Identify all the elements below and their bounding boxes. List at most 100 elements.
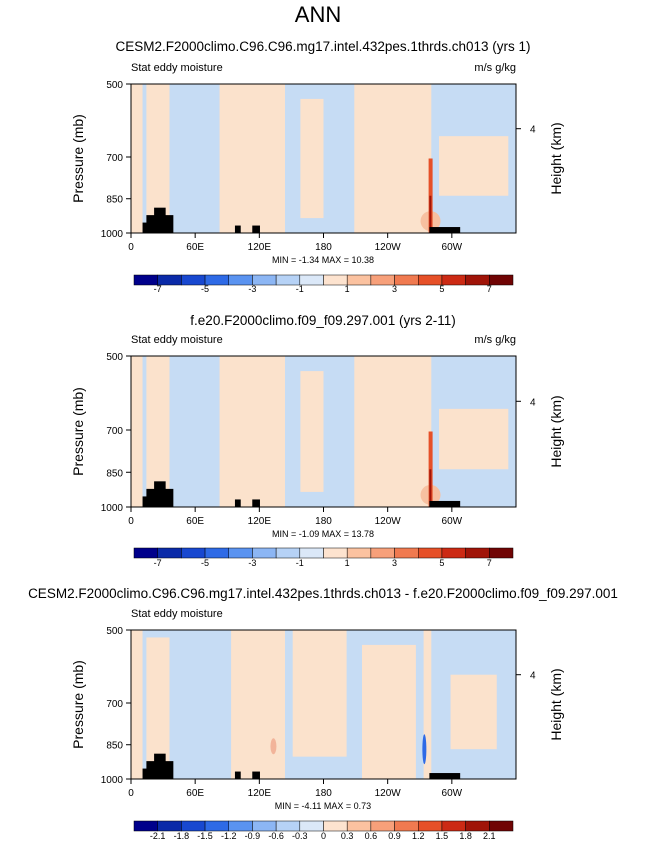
y-tick-label: 850 [106, 195, 123, 206]
colorbar-box [465, 547, 490, 559]
colorbar-box [204, 820, 229, 832]
colorbar-label: 0.9 [388, 831, 401, 841]
land-block [234, 225, 241, 233]
spike-max [429, 195, 432, 233]
panels: CESM2.F2000climo.C96.C96.mg17.intel.432p… [28, 39, 618, 841]
colorbar-box [418, 547, 443, 559]
colorbar-box [346, 820, 372, 832]
x-tick-label: 60W [442, 242, 463, 253]
colorbar-box [228, 820, 253, 832]
positive-region [146, 356, 170, 507]
land-block [157, 488, 174, 507]
colorbar-box [323, 820, 348, 832]
panel-title: CESM2.F2000climo.C96.C96.mg17.intel.432p… [28, 586, 618, 601]
colorbar-label: -3 [248, 284, 256, 294]
terrain-mask [142, 481, 461, 507]
colorbar-label: -2.1 [150, 831, 166, 841]
y-right-tick-label: 4 [530, 125, 536, 136]
x-tick-label: 0 [128, 788, 134, 799]
land-block [252, 225, 260, 233]
positive-region [354, 356, 432, 507]
positive-region [146, 84, 170, 233]
positive-region [300, 98, 324, 219]
colorbar: -2.1 -1.8 -1.5 -1.2 -0.9 -0.6 -0.3 0 0.3 0.6 0.9 1.… [133, 820, 514, 841]
positive-region [450, 674, 497, 750]
colorbar-label: -3 [248, 558, 256, 568]
left-label: Stat eddy moisture [131, 608, 223, 620]
positive-anomaly [270, 738, 277, 755]
colorbar-box [465, 274, 490, 286]
colorbar-box [441, 274, 466, 286]
colorbar-label: 1.8 [459, 831, 472, 841]
colorbar-box [133, 547, 158, 559]
colorbar-label: 7 [487, 558, 492, 568]
colorbar-label: 0.3 [341, 831, 354, 841]
y-right-tick-label: 4 [530, 671, 536, 682]
field-shading [131, 630, 516, 779]
colorbar-label: 2.1 [483, 831, 496, 841]
colorbar-box [299, 547, 324, 559]
positive-region [146, 637, 170, 779]
y-tick-label: 850 [106, 741, 123, 752]
y-right-axis-label: Height (km) [548, 122, 564, 194]
colorbar-box [346, 274, 372, 286]
x-tick-label: 180 [315, 242, 332, 253]
x-tick-label: 60E [186, 788, 204, 799]
positive-region [219, 356, 285, 507]
land-block [157, 215, 174, 233]
land-block [429, 500, 461, 507]
y-tick-label: 500 [106, 352, 123, 363]
y-right-tick-label: 4 [530, 397, 536, 408]
x-tick-label: 0 [128, 516, 134, 527]
y-tick-label: 700 [106, 426, 123, 437]
negative-anomaly [422, 734, 427, 765]
positive-region [439, 408, 509, 470]
colorbar-box [275, 820, 301, 832]
y-tick-label: 1000 [101, 229, 124, 240]
colorbar-label: -0.9 [245, 831, 261, 841]
colorbar-label: 7 [487, 284, 492, 294]
stats-label: MIN = -1.09 MAX = 13.78 [272, 529, 374, 539]
panel-title: CESM2.F2000climo.C96.C96.mg17.intel.432p… [116, 39, 531, 54]
colorbar-label: -5 [201, 284, 209, 294]
page-title: ANN [295, 2, 341, 27]
stats-label: MIN = -4.11 MAX = 0.73 [275, 801, 371, 811]
positive-region [131, 84, 143, 233]
y-right-axis-label: Height (km) [548, 668, 564, 740]
positive-region [423, 630, 432, 779]
left-label: Stat eddy moisture [131, 334, 223, 346]
positive-region [354, 84, 432, 233]
land-block [252, 771, 260, 779]
y-right-axis-label: Height (km) [548, 395, 564, 467]
y-tick-label: 1000 [101, 775, 124, 786]
x-tick-label: 120E [248, 516, 272, 527]
y-axis-label: Pressure (mb) [70, 660, 86, 749]
colorbar-label: -1 [296, 284, 304, 294]
colorbar-box [323, 547, 348, 559]
x-tick-label: 60W [442, 788, 463, 799]
spike-max [429, 469, 432, 507]
chart-panel-2: f.e20.F2000climo.f09_f09.297.001 (yrs 2-… [70, 313, 564, 568]
positive-region [131, 630, 143, 779]
colorbar-box [252, 820, 277, 832]
terrain-mask [142, 207, 461, 233]
y-tick-label: 1000 [101, 503, 124, 514]
colorbar-label: -5 [201, 558, 209, 568]
colorbar-box [133, 820, 158, 832]
colorbar: -7 -5 -3 -1 1 3 5 7 [133, 274, 514, 294]
positive-region [300, 371, 324, 492]
land-block [234, 771, 241, 779]
colorbar-box [418, 820, 443, 832]
y-tick-label: 700 [106, 699, 123, 710]
field-shading [131, 84, 516, 233]
land-block [157, 761, 174, 779]
colorbar-box [370, 820, 395, 832]
field-shading [131, 356, 516, 507]
colorbar-box [489, 274, 514, 286]
colorbar-label: 3 [392, 284, 397, 294]
chart-panel-3: CESM2.F2000climo.C96.C96.mg17.intel.432p… [28, 586, 618, 841]
colorbar-label: 3 [392, 558, 397, 568]
x-tick-label: 60E [186, 516, 204, 527]
colorbar-box [394, 547, 419, 559]
positive-region [131, 356, 143, 507]
